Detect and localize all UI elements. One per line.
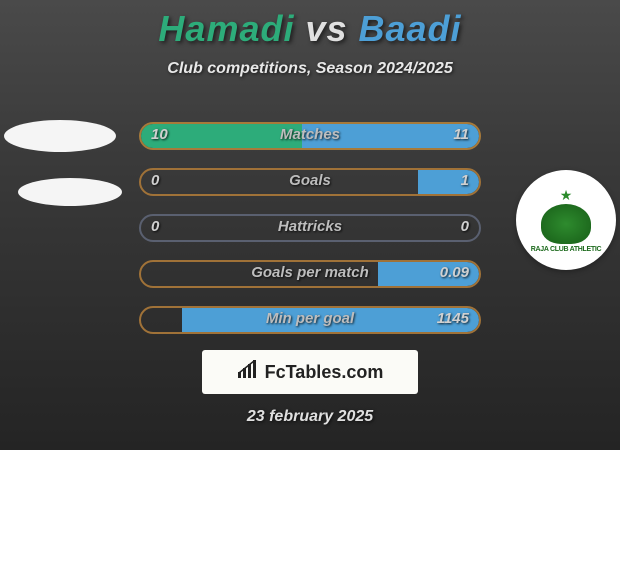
crest-icon: ★ RAJA CLUB ATHLETIC xyxy=(525,179,607,261)
brand-text: FcTables.com xyxy=(265,362,384,383)
stat-row: Min per goal1145 xyxy=(139,306,481,336)
stat-value-right: 11 xyxy=(453,126,469,143)
page-title: Hamadi vs Baadi xyxy=(0,0,620,50)
stat-value-right: 0 xyxy=(461,218,469,235)
star-icon: ★ xyxy=(560,188,573,202)
stat-row: Goals per match0.09 xyxy=(139,260,481,290)
chart-icon xyxy=(237,360,259,385)
stats-bars: 10Matches110Goals10Hattricks0Goals per m… xyxy=(139,122,481,352)
crest-text: RAJA CLUB ATHLETIC xyxy=(531,246,602,253)
stat-value-right: 0.09 xyxy=(440,264,469,281)
stat-label: Hattricks xyxy=(139,218,481,235)
stat-label: Matches xyxy=(139,126,481,143)
stat-row: 10Matches11 xyxy=(139,122,481,152)
player1-name: Hamadi xyxy=(158,8,294,49)
stat-row: 0Goals1 xyxy=(139,168,481,198)
team-logo-left-2 xyxy=(18,178,122,206)
subtitle: Club competitions, Season 2024/2025 xyxy=(0,60,620,78)
stat-label: Min per goal xyxy=(139,310,481,327)
comparison-card: Hamadi vs Baadi Club competitions, Seaso… xyxy=(0,0,620,450)
stat-label: Goals xyxy=(139,172,481,189)
team-logo-right: ★ RAJA CLUB ATHLETIC xyxy=(516,170,616,270)
stat-value-right: 1 xyxy=(461,172,469,189)
stat-value-right: 1145 xyxy=(437,310,469,327)
vs-separator: vs xyxy=(294,8,358,49)
stat-row: 0Hattricks0 xyxy=(139,214,481,244)
team-logo-left-1 xyxy=(4,120,116,152)
player2-name: Baadi xyxy=(359,8,462,49)
brand-badge: FcTables.com xyxy=(202,350,418,394)
stat-label: Goals per match xyxy=(139,264,481,281)
date-stamp: 23 february 2025 xyxy=(0,408,620,426)
eagle-icon xyxy=(541,204,591,244)
